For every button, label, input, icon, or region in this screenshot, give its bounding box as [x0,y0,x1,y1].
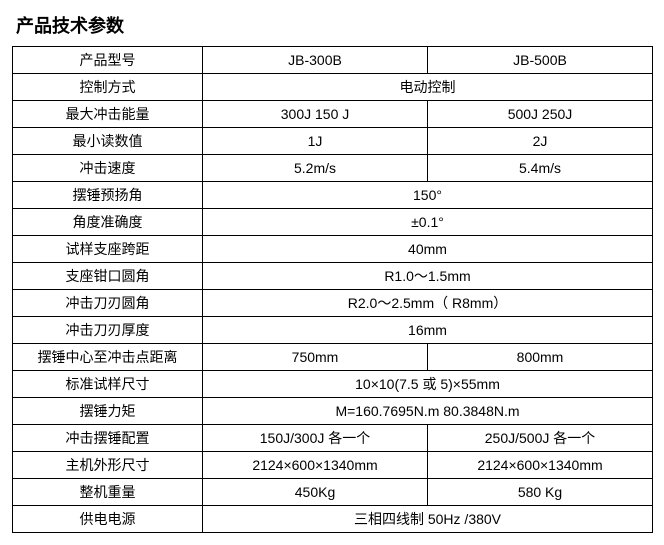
row-label: 摆锤预扬角 [13,182,203,209]
table-row: 冲击刀刃圆角R2.0～2.5mm（ R8mm） [13,290,653,317]
row-value-2: 5.4m/s [428,155,653,182]
row-value-2: 800mm [428,344,653,371]
table-row: 摆锤中心至冲击点距离750mm800mm [13,344,653,371]
row-label: 最大冲击能量 [13,101,203,128]
row-label: 主机外形尺寸 [13,452,203,479]
row-value: 电动控制 [203,74,653,101]
table-row: 支座钳口圆角R1.0～1.5mm [13,263,653,290]
table-row: 冲击摆锤配置150J/300J 各一个250J/500J 各一个 [13,425,653,452]
table-row: 冲击速度5.2m/s5.4m/s [13,155,653,182]
spec-table: 产品型号JB-300BJB-500B控制方式电动控制最大冲击能量300J 150… [12,46,653,533]
row-label: 冲击摆锤配置 [13,425,203,452]
row-value: 10×10(7.5 或 5)×55mm [203,371,653,398]
row-label: 冲击速度 [13,155,203,182]
row-label: 支座钳口圆角 [13,263,203,290]
table-row: 标准试样尺寸10×10(7.5 或 5)×55mm [13,371,653,398]
row-label: 最小读数值 [13,128,203,155]
row-value-1: 1J [203,128,428,155]
row-label: 摆锤中心至冲击点距离 [13,344,203,371]
row-value-1: 750mm [203,344,428,371]
row-value-2: 500J 250J [428,101,653,128]
table-row: 试样支座跨距40mm [13,236,653,263]
row-value-2: 250J/500J 各一个 [428,425,653,452]
row-value-2: 2124×600×1340mm [428,452,653,479]
table-row: 冲击刀刃厚度16mm [13,317,653,344]
row-value-2: 2J [428,128,653,155]
row-label: 冲击刀刃厚度 [13,317,203,344]
table-row: 控制方式电动控制 [13,74,653,101]
row-label: 冲击刀刃圆角 [13,290,203,317]
row-label: 摆锤力矩 [13,398,203,425]
row-label: 标准试样尺寸 [13,371,203,398]
row-value-1: 5.2m/s [203,155,428,182]
row-value: 16mm [203,317,653,344]
row-value-2: JB-500B [428,47,653,74]
row-label: 产品型号 [13,47,203,74]
row-label: 角度准确度 [13,209,203,236]
section-title: 产品技术参数 [16,12,652,38]
table-row: 摆锤预扬角150° [13,182,653,209]
table-row: 供电电源三相四线制 50Hz /380V [13,506,653,533]
table-row: 最大冲击能量300J 150 J500J 250J [13,101,653,128]
row-value-1: JB-300B [203,47,428,74]
table-row: 产品型号JB-300BJB-500B [13,47,653,74]
row-value: R1.0～1.5mm [203,263,653,290]
row-value: M=160.7695N.m 80.3848N.m [203,398,653,425]
row-label: 试样支座跨距 [13,236,203,263]
table-row: 整机重量450Kg580 Kg [13,479,653,506]
row-value: ±0.1° [203,209,653,236]
table-row: 主机外形尺寸2124×600×1340mm2124×600×1340mm [13,452,653,479]
row-label: 供电电源 [13,506,203,533]
row-value-1: 300J 150 J [203,101,428,128]
row-value-2: 580 Kg [428,479,653,506]
row-label: 整机重量 [13,479,203,506]
row-value-1: 2124×600×1340mm [203,452,428,479]
row-label: 控制方式 [13,74,203,101]
table-row: 角度准确度±0.1° [13,209,653,236]
row-value: 150° [203,182,653,209]
row-value-1: 150J/300J 各一个 [203,425,428,452]
row-value: R2.0～2.5mm（ R8mm） [203,290,653,317]
row-value: 40mm [203,236,653,263]
table-row: 摆锤力矩M=160.7695N.m 80.3848N.m [13,398,653,425]
row-value-1: 450Kg [203,479,428,506]
row-value: 三相四线制 50Hz /380V [203,506,653,533]
table-row: 最小读数值1J2J [13,128,653,155]
